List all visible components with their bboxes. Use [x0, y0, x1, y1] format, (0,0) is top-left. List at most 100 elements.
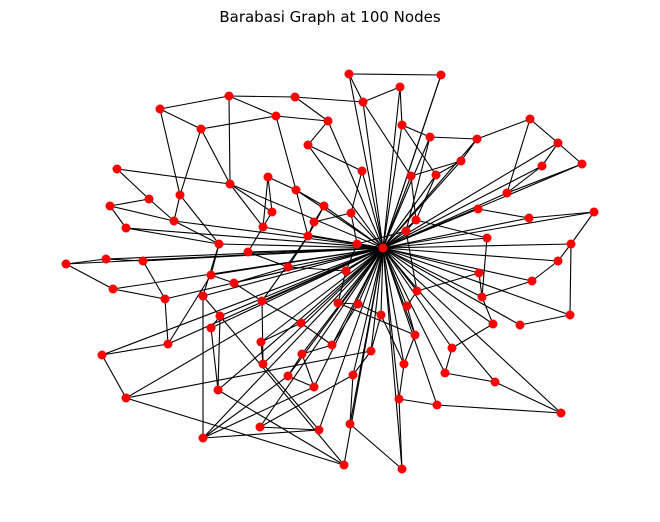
graph-edge [219, 315, 345, 466]
graph-node [271, 111, 281, 121]
graph-edge [179, 194, 220, 245]
graph-edge [259, 374, 354, 428]
graph-edge [529, 118, 559, 144]
graph-edge [370, 314, 382, 352]
graph-node [258, 359, 268, 369]
graph-node [206, 323, 216, 333]
graph-node [303, 231, 313, 241]
graph-edge [167, 247, 384, 345]
graph-node [344, 69, 354, 79]
graph-edge [382, 247, 446, 374]
graph-edge [202, 243, 220, 297]
graph-edge [217, 315, 221, 391]
graph-node [61, 259, 71, 269]
graph-node [138, 256, 148, 266]
graph-edge [109, 205, 127, 229]
graph-node [553, 256, 563, 266]
graph-edge [219, 247, 384, 317]
graph-node [290, 92, 300, 102]
graph-edge [460, 138, 478, 162]
graph-edge [202, 247, 384, 297]
graph-edge [167, 274, 212, 345]
graph-node [490, 377, 500, 387]
graph-node [229, 278, 239, 288]
graph-edge [382, 247, 559, 262]
graph-edge [125, 350, 372, 399]
graph-edge [361, 170, 384, 249]
graph-edge [415, 219, 488, 239]
graph-edge [287, 375, 315, 388]
graph-edge [570, 211, 595, 245]
graph-edge [112, 288, 166, 300]
graph-edge [481, 296, 494, 325]
graph-edge [451, 323, 494, 349]
graph-edge [233, 282, 263, 302]
graph-node [399, 359, 409, 369]
graph-node [341, 266, 351, 276]
graph-node [473, 204, 483, 214]
graph-edge [337, 270, 347, 304]
graph-edge [382, 174, 437, 249]
graph-edge [382, 243, 572, 249]
graph-edge [159, 108, 202, 130]
graph-node [309, 217, 319, 227]
graph-edge [436, 404, 562, 414]
graph-edge [295, 189, 309, 237]
graph-edge [116, 168, 150, 200]
graph-edge [318, 247, 384, 431]
graph-edge [202, 429, 320, 439]
figure-title: Barabasi Graph at 100 Nodes [219, 8, 441, 26]
graph-edge [164, 298, 169, 345]
graph-edge [362, 86, 401, 103]
graph-edge [179, 128, 202, 196]
graph-node [566, 239, 576, 249]
graph-edge [382, 247, 405, 365]
graph-node [198, 291, 208, 301]
graph-node [155, 104, 165, 114]
graph-edge [382, 247, 571, 316]
graph-node [225, 179, 235, 189]
graph-edge [301, 353, 315, 388]
graph-edge [380, 314, 405, 365]
graph-node [431, 170, 441, 180]
graph-node [263, 172, 273, 182]
graph-node [412, 286, 422, 296]
graph-node [169, 216, 179, 226]
graph-node [258, 222, 268, 232]
graph-edge [506, 163, 583, 194]
graph-edge [337, 302, 416, 336]
graph-node [474, 268, 484, 278]
graph-node [303, 140, 313, 150]
graph-edge [295, 189, 325, 207]
graph-edge [399, 86, 403, 126]
graph-node [402, 301, 412, 311]
graph-node [477, 292, 487, 302]
graph-node [175, 190, 185, 200]
graph-edge [142, 260, 166, 300]
graph-edge [200, 128, 231, 185]
graph-node [353, 299, 363, 309]
graph-edge [349, 423, 403, 470]
graph-edge [247, 226, 264, 253]
graph-node [472, 134, 482, 144]
graph-node [327, 340, 337, 350]
graph-node [406, 171, 416, 181]
graph-node [198, 433, 208, 443]
graph-edge [382, 211, 595, 249]
graph-edge [382, 247, 533, 282]
graph-edge [294, 96, 364, 103]
graph-node [101, 254, 111, 264]
graph-node [323, 116, 333, 126]
graph-edge [382, 247, 562, 414]
graph-node [553, 138, 563, 148]
graph-edge [259, 426, 320, 431]
graph-node [243, 247, 253, 257]
graph-edge [247, 251, 289, 268]
graph-edge [356, 230, 407, 245]
graph-edge [148, 198, 175, 222]
graph-node [348, 370, 358, 380]
graph-node [319, 201, 329, 211]
graph-edge [382, 208, 479, 249]
graph-node [589, 207, 599, 217]
